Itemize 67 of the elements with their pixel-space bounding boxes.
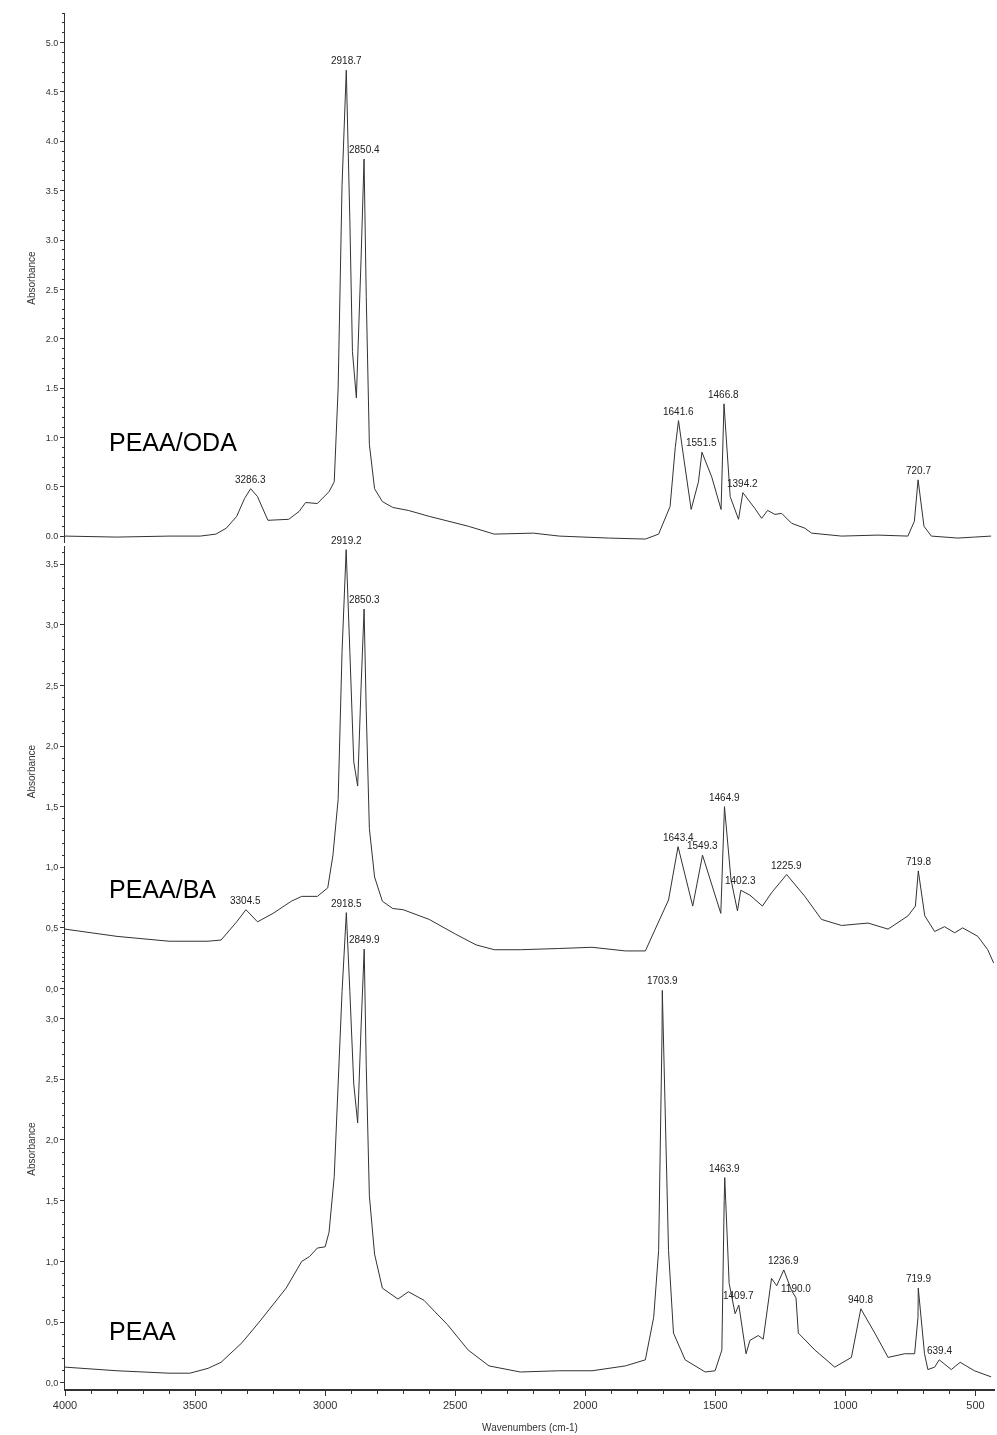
x-tick-label: 2500 <box>442 1399 468 1412</box>
annotation: 719.8 <box>906 856 932 867</box>
annotation: 1703.9 <box>647 975 679 986</box>
annotation: 940.8 <box>848 1294 874 1305</box>
y-tick-label: 0,5 <box>45 923 59 934</box>
annotation: 1466.8 <box>708 389 740 400</box>
annotation: 1190.0 <box>781 1283 812 1294</box>
y-axis-title: Absorbance <box>25 744 37 799</box>
annotation: 2850.4 <box>349 144 381 155</box>
annotation: 1549.3 <box>687 840 719 851</box>
series-label: PEAA <box>109 1317 177 1345</box>
y-axis-title: Absorbance <box>25 1121 37 1176</box>
annotation: 719.9 <box>906 1273 932 1284</box>
annotation: 1236.9 <box>768 1255 800 1266</box>
annotation: 1402.3 <box>725 875 757 886</box>
annotation: 2919.2 <box>331 535 363 546</box>
y-tick-label: 0,0 <box>45 983 59 994</box>
annotation: 1643.4 <box>663 832 695 843</box>
annotation: 720.7 <box>906 465 932 476</box>
y-tick-label: 2,5 <box>45 1074 59 1085</box>
annotation: 2849.9 <box>349 934 381 945</box>
y-tick-label: 1.5 <box>45 383 59 394</box>
y-tick-label: 2.0 <box>45 333 59 344</box>
y-tick-label: 1,5 <box>45 801 59 812</box>
x-tick-label: 3500 <box>182 1399 208 1412</box>
annotation: 3304.5 <box>230 895 262 906</box>
annotation: 2918.7 <box>331 55 363 66</box>
y-tick-label: 0,5 <box>45 1317 59 1328</box>
y-tick-label: 3,5 <box>45 559 59 570</box>
y-tick-label: 3.0 <box>45 235 59 246</box>
y-tick-label: 1,5 <box>45 1195 59 1206</box>
y-tick-label: 2,0 <box>45 741 59 752</box>
y-tick-label: 2.5 <box>45 284 59 295</box>
y-axis-title: Absorbance <box>25 250 37 305</box>
annotation: 1225.9 <box>771 860 803 871</box>
y-tick-label: 5.0 <box>45 37 59 48</box>
x-axis-title: Wavenumbers (cm-1) <box>482 1422 578 1434</box>
x-tick-label: 4000 <box>52 1399 78 1412</box>
annotation: 2850.3 <box>349 594 381 605</box>
annotation: 3286.3 <box>235 474 267 485</box>
x-tick-label: 3000 <box>312 1399 338 1412</box>
x-tick-label: 1000 <box>833 1399 858 1412</box>
x-tick-label: 500 <box>966 1399 985 1412</box>
annotation: 1641.6 <box>663 406 695 417</box>
x-tick-label: 1500 <box>703 1399 728 1412</box>
y-tick-label: 1,0 <box>45 862 59 873</box>
y-tick-label: 2,0 <box>45 1135 59 1146</box>
annotation: 1551.5 <box>686 437 718 448</box>
y-tick-label: 1.0 <box>45 432 59 443</box>
y-tick-label: 0,0 <box>45 1378 59 1389</box>
y-tick-label: 0.5 <box>45 481 59 492</box>
y-tick-label: 1,0 <box>45 1256 59 1267</box>
x-tick-label: 2000 <box>573 1399 598 1412</box>
y-tick-label: 4.0 <box>45 136 59 147</box>
annotation: 2918.5 <box>331 898 363 909</box>
annotation: 1463.9 <box>709 1163 741 1174</box>
series-label: PEAA/ODA <box>109 428 238 456</box>
annotation: 1409.7 <box>723 1290 755 1301</box>
annotation: 639.4 <box>927 1345 953 1356</box>
annotation: 1464.9 <box>709 792 741 803</box>
y-tick-label: 3,0 <box>45 619 59 630</box>
y-tick-label: 4.5 <box>45 87 59 98</box>
y-tick-label: 3,0 <box>45 1013 59 1024</box>
y-tick-label: 0.0 <box>45 531 59 542</box>
y-tick-label: 3.5 <box>45 185 59 196</box>
series-label: PEAA/BA <box>109 875 217 903</box>
y-tick-label: 2,5 <box>45 680 59 691</box>
